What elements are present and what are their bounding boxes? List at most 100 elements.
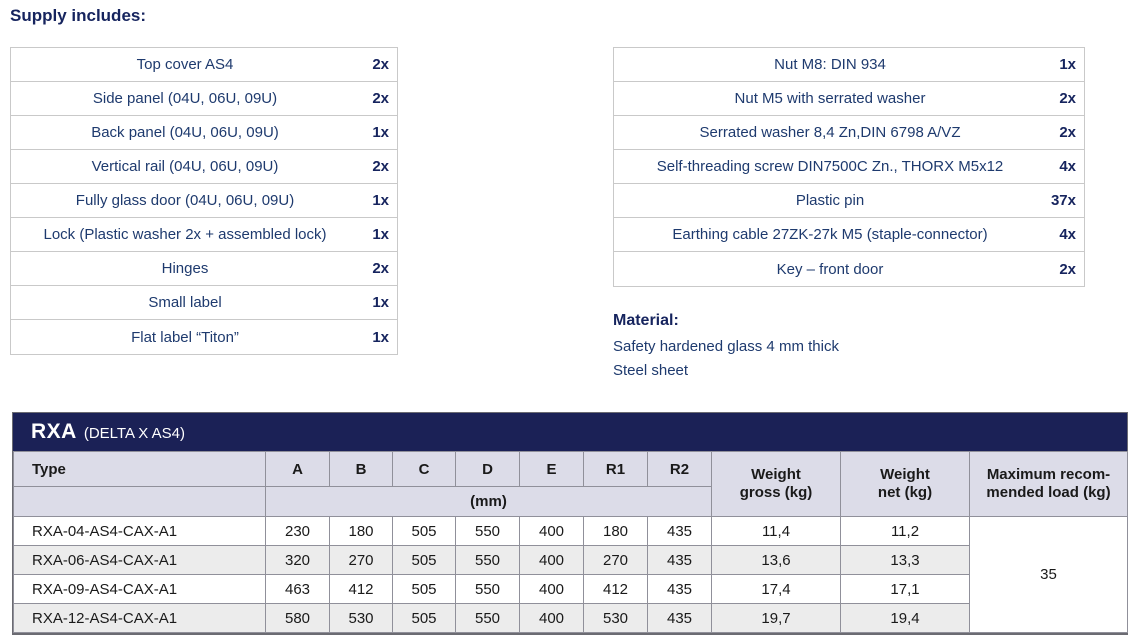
supply-item-label: Earthing cable 27ZK-27k M5 (staple-conne…: [672, 226, 988, 243]
list-item: Vertical rail (04U, 06U, 09U) 2x: [11, 150, 397, 184]
supply-item-qty: 1x: [372, 294, 389, 311]
cell-c: 505: [392, 574, 456, 604]
rxa-dimensions-table: Type A B C D E R1 R2 Weight gross (kg) We…: [13, 451, 1128, 633]
cell-type: RXA-12-AS4-CAX-A1: [13, 603, 266, 633]
cell-b: 412: [329, 574, 393, 604]
list-item: Nut M8: DIN 934 1x: [614, 48, 1084, 82]
table-row: RXA-09-AS4-CAX-A1 463 412 505 550 400 41…: [13, 574, 1128, 604]
rxa-title-bar: RXA (DELTA X AS4): [13, 413, 1127, 451]
list-item: Top cover AS4 2x: [11, 48, 397, 82]
table-row: RXA-12-AS4-CAX-A1 580 530 505 550 400 53…: [13, 603, 1128, 633]
supply-item-qty: 4x: [1059, 158, 1076, 175]
supply-item-qty: 1x: [372, 226, 389, 243]
table-row: RXA-04-AS4-CAX-A1 230 180 505 550 400 18…: [13, 516, 1128, 633]
list-item: Plastic pin 37x: [614, 184, 1084, 218]
cell-weight-net: 19,4: [840, 603, 970, 633]
supply-item-label: Back panel (04U, 06U, 09U): [91, 124, 279, 141]
cell-r1: 412: [583, 574, 648, 604]
cell-e: 400: [519, 516, 584, 546]
cell-r2: 435: [647, 574, 712, 604]
cell-a: 320: [265, 545, 330, 575]
col-header-e: E: [519, 451, 584, 487]
rxa-spec-table: RXA (DELTA X AS4) Type A B C D E R1 R2 W…: [12, 412, 1128, 635]
cell-type: RXA-09-AS4-CAX-A1: [13, 574, 266, 604]
supply-item-label: Nut M8: DIN 934: [774, 56, 886, 73]
cell-d: 550: [455, 574, 520, 604]
col-header-max-load: Maximum recom-mended load (kg): [969, 451, 1128, 517]
cell-b: 180: [329, 516, 393, 546]
col-header-c: C: [392, 451, 456, 487]
supply-item-qty: 2x: [1059, 90, 1076, 107]
supply-item-qty: 2x: [372, 260, 389, 277]
supply-item-qty: 2x: [372, 90, 389, 107]
cell-c: 505: [392, 545, 456, 575]
cell-r1: 270: [583, 545, 648, 575]
list-item: Self-threading screw DIN7500C Zn., THORX…: [614, 150, 1084, 184]
list-item: Small label 1x: [11, 286, 397, 320]
cell-a: 463: [265, 574, 330, 604]
rxa-subtitle: (DELTA X AS4): [83, 424, 185, 442]
supply-item-label: Small label: [148, 294, 222, 311]
cell-d: 550: [455, 545, 520, 575]
cell-e: 400: [519, 603, 584, 633]
material-line: Safety hardened glass 4 mm thick: [613, 338, 839, 355]
col-header-r1: R1: [583, 451, 648, 487]
table-row: RXA-06-AS4-CAX-A1 320 270 505 550 400 27…: [13, 545, 1128, 575]
cell-d: 550: [455, 603, 520, 633]
list-item: Hinges 2x: [11, 252, 397, 286]
cell-b: 530: [329, 603, 393, 633]
supply-item-qty: 1x: [1059, 56, 1076, 73]
list-item: Serrated washer 8,4 Zn,DIN 6798 A/VZ 2x: [614, 116, 1084, 150]
cell-max-load: 35: [969, 516, 1128, 633]
list-item: Nut M5 with serrated washer 2x: [614, 82, 1084, 116]
list-item: Earthing cable 27ZK-27k M5 (staple-conne…: [614, 218, 1084, 252]
empty-header-cell: [13, 486, 266, 517]
cell-weight-net: 13,3: [840, 545, 970, 575]
cell-e: 400: [519, 574, 584, 604]
cell-d: 550: [455, 516, 520, 546]
cell-r2: 435: [647, 516, 712, 546]
col-header-d: D: [455, 451, 520, 487]
cell-weight-gross: 17,4: [711, 574, 841, 604]
cell-c: 505: [392, 603, 456, 633]
supply-item-qty: 2x: [372, 56, 389, 73]
cell-type: RXA-04-AS4-CAX-A1: [13, 516, 266, 546]
supply-list-right: Nut M8: DIN 934 1x Nut M5 with serrated w…: [613, 47, 1085, 287]
cell-weight-gross: 19,7: [711, 603, 841, 633]
cell-a: 580: [265, 603, 330, 633]
supply-list-left: Top cover AS4 2x Side panel (04U, 06U, 09…: [10, 47, 398, 355]
list-item: Fully glass door (04U, 06U, 09U) 1x: [11, 184, 397, 218]
cell-a: 230: [265, 516, 330, 546]
list-item: Side panel (04U, 06U, 09U) 2x: [11, 82, 397, 116]
material-heading: Material:: [613, 312, 679, 329]
cell-c: 505: [392, 516, 456, 546]
supply-item-qty: 37x: [1050, 192, 1076, 209]
supply-item-qty: 1x: [372, 124, 389, 141]
cell-type: RXA-06-AS4-CAX-A1: [13, 545, 266, 575]
supply-item-label: Serrated washer 8,4 Zn,DIN 6798 A/VZ: [699, 124, 961, 141]
col-header-r2: R2: [647, 451, 712, 487]
rxa-title: RXA: [31, 420, 77, 443]
cell-b: 270: [329, 545, 393, 575]
supply-item-qty: 1x: [372, 192, 389, 209]
cell-r2: 435: [647, 545, 712, 575]
material-line: Steel sheet: [613, 362, 689, 379]
supply-item-label: Hinges: [161, 260, 209, 277]
supply-item-label: Flat label “Titon”: [131, 328, 239, 346]
cell-e: 400: [519, 545, 584, 575]
col-header-weight-gross: Weight gross (kg): [711, 451, 841, 517]
material-section: Material: Safety hardened glass 4 mm thi…: [613, 312, 839, 383]
supply-item-label: Self-threading screw DIN7500C Zn., THORX…: [656, 158, 1004, 175]
supply-item-label: Top cover AS4: [136, 56, 234, 73]
supply-item-label: Nut M5 with serrated washer: [734, 90, 926, 107]
supply-item-label: Plastic pin: [795, 192, 865, 209]
supply-item-qty: 2x: [1059, 124, 1076, 141]
list-item: Flat label “Titon” 1x: [11, 320, 397, 354]
col-header-weight-net: Weight net (kg): [840, 451, 970, 517]
supply-item-label: Side panel (04U, 06U, 09U): [92, 90, 278, 107]
list-item: Key – front door 2x: [614, 252, 1084, 286]
list-item: Back panel (04U, 06U, 09U) 1x: [11, 116, 397, 150]
supply-item-label: Vertical rail (04U, 06U, 09U): [91, 158, 279, 175]
page-title: Supply includes:: [10, 6, 147, 25]
cell-r1: 180: [583, 516, 648, 546]
